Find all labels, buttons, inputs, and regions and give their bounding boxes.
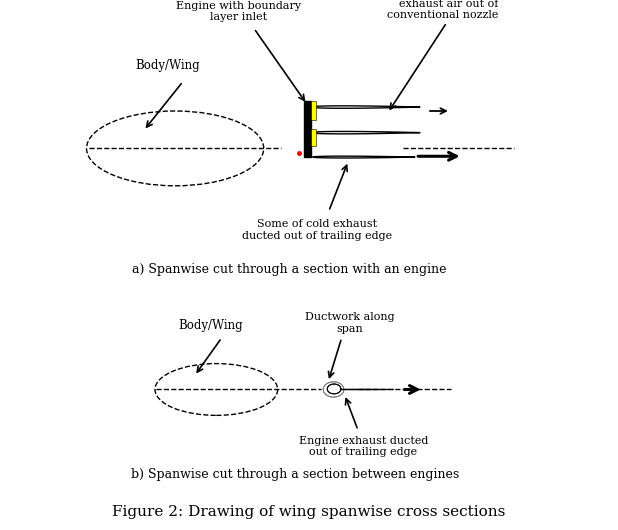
Text: Engine exhaust ducted
out of trailing edge: Engine exhaust ducted out of trailing ed…	[299, 436, 428, 457]
Bar	[304, 101, 311, 132]
Text: Figure 2: Drawing of wing spanwise cross sections: Figure 2: Drawing of wing spanwise cross…	[112, 506, 506, 519]
Bar	[311, 101, 316, 120]
Polygon shape	[323, 382, 344, 397]
Polygon shape	[328, 384, 341, 394]
Text: a) Spanwise cut through a section with an engine: a) Spanwise cut through a section with a…	[132, 263, 447, 276]
Text: Engine with boundary
layer inlet: Engine with boundary layer inlet	[176, 1, 301, 22]
Text: Body/Wing: Body/Wing	[179, 319, 243, 332]
Polygon shape	[310, 131, 420, 134]
Bar	[304, 132, 311, 157]
Text: Ductwork along
span: Ductwork along span	[305, 312, 395, 333]
Polygon shape	[313, 156, 415, 158]
Polygon shape	[310, 106, 420, 108]
Text: Body/Wing: Body/Wing	[135, 59, 200, 72]
Text: b) Spanwise cut through a section between engines: b) Spanwise cut through a section betwee…	[131, 468, 460, 481]
Text: Some of cold exhaust
ducted out of trailing edge: Some of cold exhaust ducted out of trail…	[242, 219, 392, 241]
Bar	[311, 129, 316, 146]
Text: Remaining cold air and hot
exhaust air out of
conventional nozzle: Remaining cold air and hot exhaust air o…	[345, 0, 498, 21]
